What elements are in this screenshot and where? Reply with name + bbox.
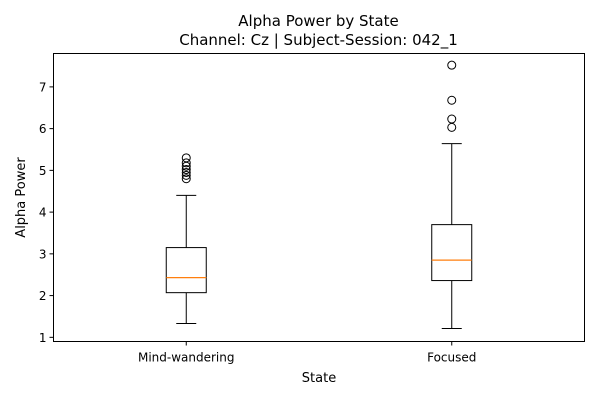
x-tick-label: Focused — [427, 351, 476, 365]
box — [431, 224, 473, 282]
outlier-point — [181, 165, 191, 175]
outlier-point — [447, 95, 457, 105]
x-tick-label: Mind-wandering — [138, 351, 235, 365]
y-tick-label: 7 — [39, 80, 47, 94]
outlier-point — [447, 60, 457, 70]
outlier-point — [181, 153, 191, 163]
y-tick-label: 4 — [39, 206, 47, 220]
y-axis-label: Alpha Power — [14, 157, 29, 238]
outlier-point — [447, 114, 457, 124]
chart-subtitle: Channel: Cz | Subject-Session: 042_1 — [179, 31, 458, 50]
outlier-point — [447, 122, 457, 132]
outlier-point — [181, 174, 191, 184]
x-axis-label: State — [302, 371, 336, 386]
outlier-point — [181, 170, 191, 180]
chart-title: Alpha Power by State — [238, 12, 398, 30]
y-tick-label: 6 — [39, 122, 47, 136]
plot-area — [53, 53, 585, 342]
y-tick-label: 1 — [39, 331, 47, 345]
y-tick-label: 2 — [39, 289, 47, 303]
y-tick-label: 5 — [39, 164, 47, 178]
outlier-point — [181, 158, 191, 168]
y-tick-label: 3 — [39, 247, 47, 261]
box — [165, 247, 207, 294]
outlier-point — [181, 167, 191, 177]
